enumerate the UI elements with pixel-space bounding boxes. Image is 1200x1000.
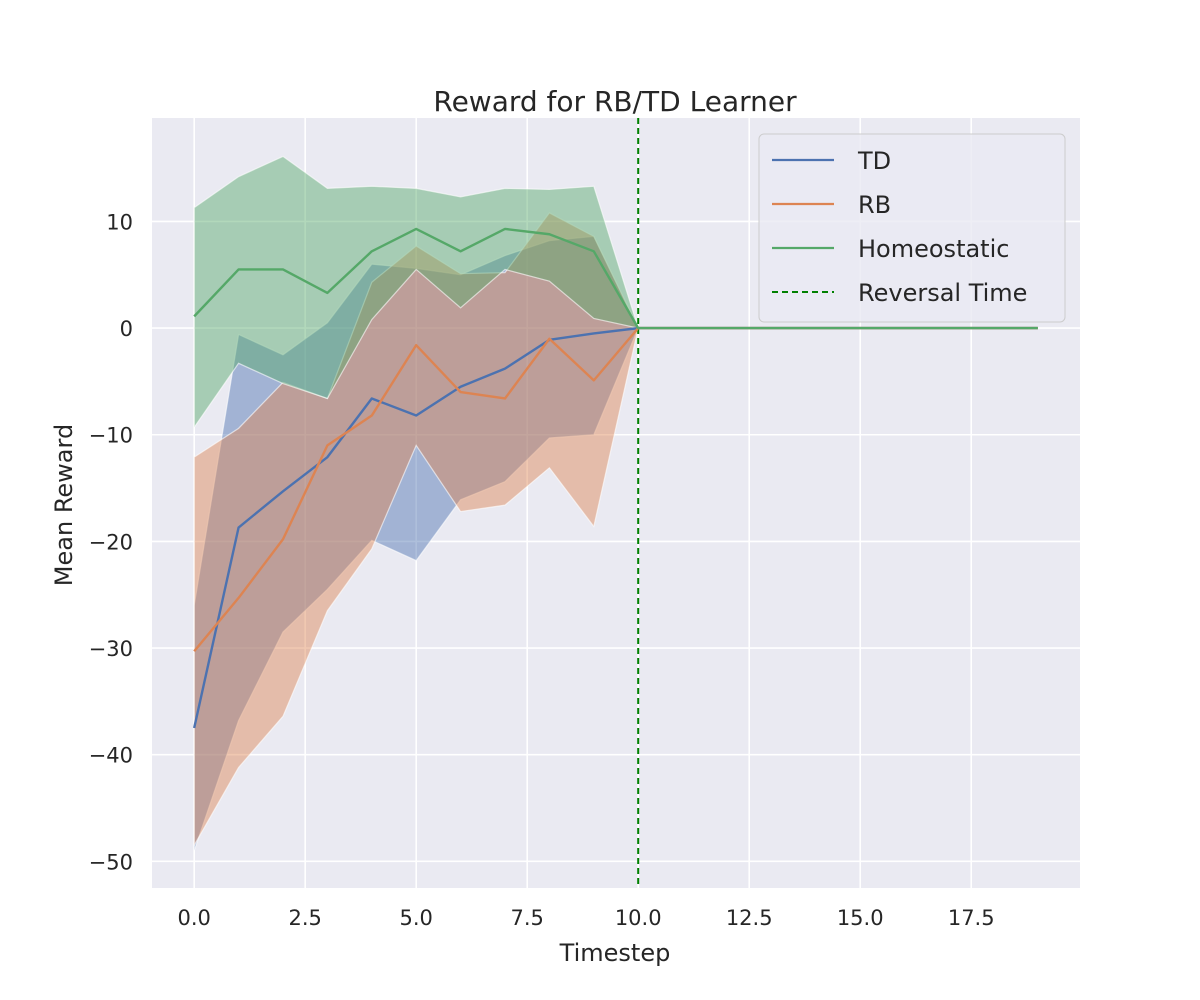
- band-rb: [193, 212, 639, 848]
- x-tick-labels: 0.0 2.5 5.0 7.5 10.0 12.5 15.0 17.5: [177, 906, 994, 930]
- line-homeostatic: [193, 227, 1038, 330]
- y-tick-label: −40: [89, 744, 133, 768]
- y-tick-label: −30: [89, 637, 133, 661]
- y-tick-label: −20: [89, 530, 133, 554]
- y-tick-label: −50: [89, 850, 133, 874]
- legend: TD RB Homeostatic Reversal Time: [758, 133, 1066, 323]
- x-axis-label: Timestep: [559, 939, 671, 967]
- x-tick-label: 10.0: [615, 906, 662, 930]
- legend-label-reversal-time: Reversal Time: [858, 279, 1027, 307]
- x-tick-label: 0.0: [177, 906, 210, 930]
- y-tick-label: −10: [89, 424, 133, 448]
- series-lines: [193, 227, 1038, 729]
- x-tick-label: 15.0: [837, 906, 884, 930]
- legend-label-rb: RB: [858, 191, 891, 219]
- x-tick-label: 2.5: [288, 906, 321, 930]
- x-tick-label: 7.5: [510, 906, 543, 930]
- confidence-bands: [193, 155, 640, 851]
- legend-label-homeostatic: Homeostatic: [858, 235, 1009, 263]
- chart-title: Reward for RB/TD Learner: [433, 85, 797, 118]
- y-axis-label: Mean Reward: [50, 424, 78, 586]
- x-tick-label: 5.0: [399, 906, 432, 930]
- x-tick-label: 17.5: [948, 906, 995, 930]
- legend-label-td: TD: [857, 147, 891, 175]
- legend-box: [758, 133, 1066, 323]
- y-tick-labels: 10 0 −10 −20 −30 −40 −50: [89, 210, 133, 874]
- y-tick-label: 0: [120, 317, 133, 341]
- x-tick-label: 12.5: [726, 906, 773, 930]
- y-tick-label: 10: [106, 210, 133, 234]
- band-homeostatic: [193, 155, 640, 430]
